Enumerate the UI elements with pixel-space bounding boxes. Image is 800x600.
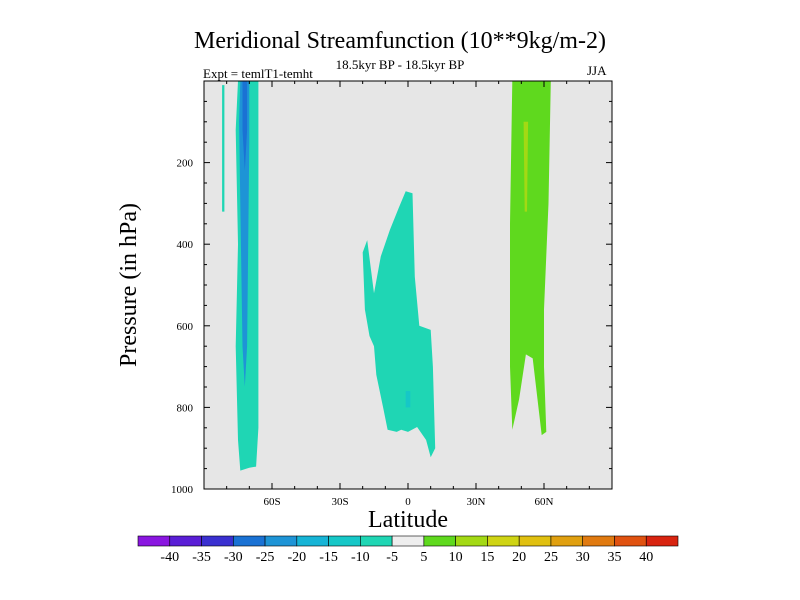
colorbar-swatch	[137, 535, 171, 547]
x-tick-label: 60N	[535, 496, 554, 508]
y-tick-label: 1000	[171, 484, 194, 496]
y-axis-title: Pressure (in hPa)	[116, 203, 142, 367]
colorbar-label: 5	[420, 550, 427, 565]
y-tick-label: 800	[177, 402, 194, 414]
chart-subtitle: 18.5kyr BP - 18.5kyr BP	[335, 57, 465, 72]
colorbar-label: 20	[512, 550, 526, 565]
chart-title: Meridional Streamfunction (10**9kg/m-2)	[194, 28, 606, 54]
y-tick-label: 400	[177, 239, 194, 251]
colorbar-label: 10	[449, 550, 463, 565]
colorbar-label: 40	[639, 550, 653, 565]
colorbar-swatch	[328, 535, 361, 547]
contour-sh-strip	[222, 85, 225, 212]
colorbar-swatch	[360, 535, 393, 547]
colorbar-label: -40	[160, 550, 179, 565]
colorbar-label: 35	[607, 550, 621, 565]
colorbar-swatch	[169, 535, 202, 547]
colorbar-swatch	[487, 535, 520, 547]
colorbar-label: -10	[351, 550, 370, 565]
y-tick-label: 600	[177, 321, 194, 333]
season-label: JJA	[587, 63, 607, 78]
colorbar-swatch	[201, 535, 234, 547]
colorbar-label: 25	[544, 550, 558, 565]
experiment-label: Expt = temlT1-temht	[203, 66, 313, 81]
contour-sh-core	[239, 81, 250, 387]
contour-nh-core	[523, 121, 529, 212]
colorbar-swatch	[518, 535, 552, 547]
x-tick-label: 60S	[263, 496, 280, 508]
colorbar-label: -15	[319, 550, 338, 565]
colorbar-swatch	[582, 535, 615, 547]
contour-sh-core-inner	[242, 81, 248, 171]
colorbar-label: 15	[480, 550, 494, 565]
x-tick-label: 30S	[331, 496, 348, 508]
colorbar-label: -5	[386, 550, 398, 565]
contour-equatorial-cell	[362, 191, 436, 458]
colorbar-swatch	[264, 535, 298, 547]
colorbar-swatch	[614, 535, 647, 547]
colorbar-label: -25	[256, 550, 275, 565]
colorbar-label: -20	[287, 550, 306, 565]
colorbar-swatch	[232, 535, 266, 547]
colorbar-label: 30	[576, 550, 590, 565]
contour-nh-cell	[510, 81, 551, 436]
y-tick-label: 200	[177, 158, 194, 170]
contour-equatorial-core	[405, 391, 411, 408]
colorbar-swatch	[391, 535, 425, 547]
x-tick-label: 0	[405, 496, 411, 508]
colorbar-swatch	[455, 535, 488, 547]
colorbar-label: -30	[224, 550, 243, 565]
x-axis-title: Latitude	[368, 507, 448, 533]
colorbar-swatch	[550, 535, 584, 547]
colorbar-label: -35	[192, 550, 211, 565]
colorbar-swatch	[645, 535, 679, 547]
x-tick-label: 30N	[467, 496, 486, 508]
colorbar-swatch	[423, 535, 456, 547]
colorbar-swatch	[296, 535, 329, 547]
